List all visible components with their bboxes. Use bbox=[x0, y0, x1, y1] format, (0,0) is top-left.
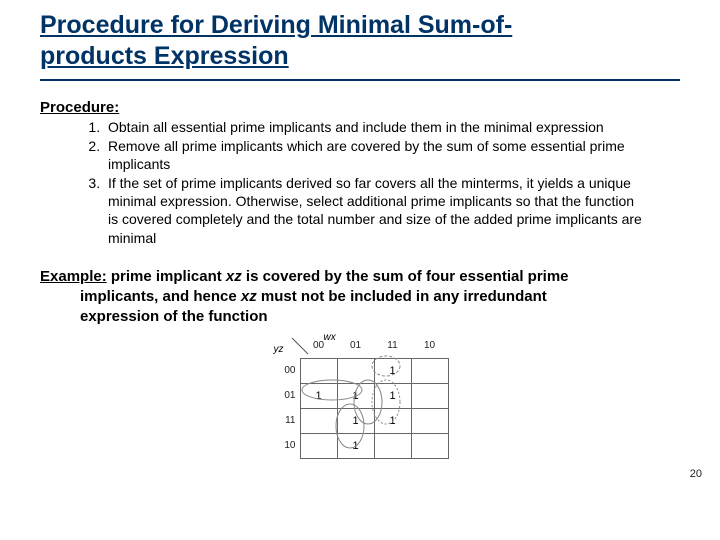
kmap-container: wx yz 00 01 11 10 00 1 bbox=[40, 334, 680, 464]
example-text: must not be included in any irredundant bbox=[257, 288, 547, 305]
kmap-cell bbox=[300, 408, 337, 433]
example-text: is covered by the sum of four essential … bbox=[242, 268, 569, 285]
kmap-cell: 1 bbox=[374, 383, 411, 408]
kmap-cell: 1 bbox=[337, 433, 374, 458]
col-header: 11 bbox=[374, 334, 411, 359]
kmap-cell: 1 bbox=[337, 408, 374, 433]
kmap-cell: 1 bbox=[300, 383, 337, 408]
procedure-item: Obtain all essential prime implicants an… bbox=[104, 118, 644, 136]
procedure-item: If the set of prime implicants derived s… bbox=[104, 174, 644, 247]
example-lead: Example: bbox=[40, 268, 107, 285]
example-line: expression of the function bbox=[40, 307, 680, 327]
row-header: 01 bbox=[272, 383, 301, 408]
yz-label: yz bbox=[274, 344, 284, 355]
row-header: 00 bbox=[272, 358, 301, 383]
example-line: implicants, and hence xz must not be inc… bbox=[40, 287, 680, 307]
kmap-cell: 1 bbox=[374, 358, 411, 383]
kmap-cell bbox=[374, 433, 411, 458]
xz-term: xz bbox=[226, 268, 242, 285]
procedure-item: Remove all prime implicants which are co… bbox=[104, 137, 644, 173]
row-header: 10 bbox=[272, 433, 301, 458]
kmap-cell bbox=[411, 358, 448, 383]
kmap: wx yz 00 01 11 10 00 1 bbox=[272, 334, 449, 459]
kmap-cell bbox=[411, 383, 448, 408]
example-paragraph: Example: prime implicant xz is covered b… bbox=[40, 267, 680, 328]
example-text: implicants, and hence bbox=[80, 288, 241, 305]
kmap-cell bbox=[337, 358, 374, 383]
page-number: 20 bbox=[690, 468, 702, 480]
slide-title: Procedure for Deriving Minimal Sum-of- p… bbox=[40, 10, 680, 81]
wx-label: wx bbox=[324, 332, 336, 343]
title-line-2: products Expression bbox=[40, 42, 289, 70]
kmap-cell: 1 bbox=[337, 383, 374, 408]
corner-diagonal bbox=[292, 338, 310, 356]
kmap-cell bbox=[300, 433, 337, 458]
kmap-cell: 1 bbox=[374, 408, 411, 433]
xz-term: xz bbox=[241, 288, 257, 305]
col-header: 10 bbox=[411, 334, 448, 359]
title-line-1: Procedure for Deriving Minimal Sum-of- bbox=[40, 11, 512, 39]
kmap-cell bbox=[300, 358, 337, 383]
slide: Procedure for Deriving Minimal Sum-of- p… bbox=[0, 0, 720, 540]
row-header: 11 bbox=[272, 408, 301, 433]
procedure-heading: Procedure: bbox=[40, 99, 680, 116]
kmap-cell bbox=[411, 433, 448, 458]
kmap-cell bbox=[411, 408, 448, 433]
procedure-list: Obtain all essential prime implicants an… bbox=[104, 118, 644, 247]
example-text: prime implicant bbox=[107, 268, 226, 285]
col-header: 01 bbox=[337, 334, 374, 359]
